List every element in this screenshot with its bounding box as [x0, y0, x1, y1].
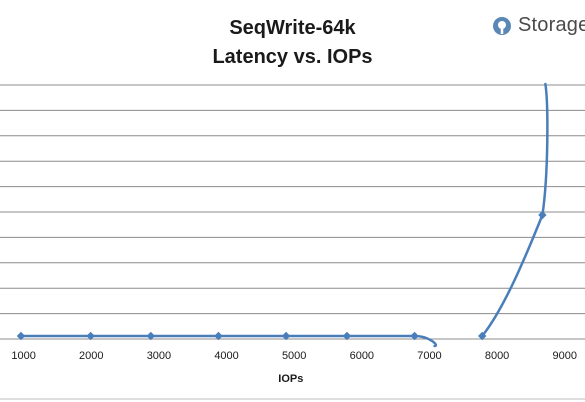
- data-point: [538, 210, 547, 220]
- chart-title-line-2: Latency vs. IOPs: [212, 46, 373, 68]
- gridlines: [0, 84, 585, 315]
- series-markers: [16, 210, 547, 341]
- brand-name: Storage: [518, 14, 585, 36]
- x-tick-label: 1000: [11, 350, 35, 362]
- x-tick-label: 4000: [214, 350, 238, 362]
- storagereview-logo-icon: [493, 16, 511, 35]
- x-tick-labels: 1000 2000 3000 4000 5000 6000 7000 8000 9000: [11, 350, 577, 362]
- x-tick-label: 3000: [147, 350, 171, 362]
- x-tick-label: 2000: [79, 350, 103, 362]
- x-tick-label: 8000: [485, 350, 509, 362]
- x-tick-label: 5000: [282, 350, 306, 362]
- x-tick-label: 9000: [552, 350, 576, 362]
- data-point: [86, 331, 95, 341]
- x-tick-label: 7000: [417, 350, 441, 362]
- chart-title-line-1: SeqWrite-64k: [229, 17, 356, 39]
- data-point: [410, 331, 419, 341]
- data-point: [146, 331, 156, 341]
- x-tick-label: 6000: [350, 350, 374, 362]
- data-point: [281, 331, 291, 341]
- data-point: [342, 331, 352, 341]
- data-point: [478, 331, 487, 341]
- data-point: [214, 331, 223, 341]
- data-point: [16, 331, 26, 341]
- chart-title: SeqWrite-64k Latency vs. IOPs: [0, 14, 585, 72]
- series-line: [19, 82, 549, 348]
- brand-logo: Storage: [492, 14, 585, 37]
- x-axis-title: IOPs: [278, 373, 303, 385]
